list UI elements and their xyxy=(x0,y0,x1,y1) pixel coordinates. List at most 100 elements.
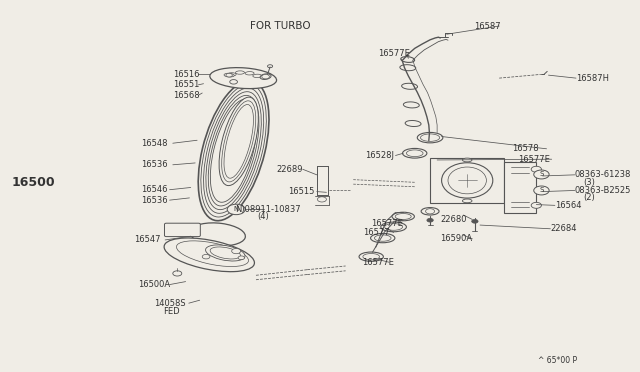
Text: 16515: 16515 xyxy=(288,187,314,196)
Ellipse shape xyxy=(462,158,472,162)
Text: 16577E: 16577E xyxy=(518,155,550,164)
Ellipse shape xyxy=(260,74,271,80)
Circle shape xyxy=(534,170,549,179)
Text: 16578: 16578 xyxy=(512,144,539,153)
FancyBboxPatch shape xyxy=(164,223,200,237)
Text: S: S xyxy=(540,187,543,193)
Ellipse shape xyxy=(406,150,423,157)
Ellipse shape xyxy=(227,73,236,76)
Ellipse shape xyxy=(221,101,256,182)
Circle shape xyxy=(427,218,433,222)
Text: 16568: 16568 xyxy=(173,91,200,100)
Ellipse shape xyxy=(448,167,486,194)
Ellipse shape xyxy=(236,71,244,74)
Text: 16587: 16587 xyxy=(474,22,500,31)
Ellipse shape xyxy=(211,99,257,202)
Ellipse shape xyxy=(210,247,241,259)
Text: (3): (3) xyxy=(584,178,596,187)
Ellipse shape xyxy=(403,148,427,158)
Text: 16577E: 16577E xyxy=(362,258,394,267)
Ellipse shape xyxy=(417,132,443,143)
Text: 16564: 16564 xyxy=(555,201,581,210)
Circle shape xyxy=(227,204,245,215)
Text: (2): (2) xyxy=(584,193,595,202)
Text: 16577E: 16577E xyxy=(371,219,403,228)
Circle shape xyxy=(426,209,435,214)
Text: 16536: 16536 xyxy=(141,196,168,205)
Text: 16547: 16547 xyxy=(134,235,161,244)
Circle shape xyxy=(534,186,549,195)
Ellipse shape xyxy=(371,234,395,243)
Polygon shape xyxy=(504,162,536,213)
Circle shape xyxy=(262,74,269,79)
Text: 22680: 22680 xyxy=(440,215,467,224)
Circle shape xyxy=(472,219,478,223)
Ellipse shape xyxy=(198,81,269,221)
Text: 08363-61238: 08363-61238 xyxy=(575,170,631,179)
Circle shape xyxy=(531,166,541,172)
Ellipse shape xyxy=(219,97,259,186)
Ellipse shape xyxy=(206,92,261,210)
Text: 08363-B2525: 08363-B2525 xyxy=(575,186,631,195)
Ellipse shape xyxy=(201,84,266,217)
Ellipse shape xyxy=(420,134,440,141)
Text: (4): (4) xyxy=(257,212,269,221)
Circle shape xyxy=(226,73,232,77)
Ellipse shape xyxy=(442,163,493,198)
Circle shape xyxy=(317,197,326,202)
Text: 16577: 16577 xyxy=(364,228,390,237)
Ellipse shape xyxy=(204,88,264,213)
Text: 16516: 16516 xyxy=(173,70,199,79)
Ellipse shape xyxy=(208,95,259,206)
Circle shape xyxy=(230,80,237,84)
Ellipse shape xyxy=(363,254,380,260)
Text: 14058S: 14058S xyxy=(154,299,185,308)
Ellipse shape xyxy=(402,83,417,89)
Text: 16546: 16546 xyxy=(141,185,167,194)
Circle shape xyxy=(531,202,541,208)
Ellipse shape xyxy=(190,223,245,246)
Text: N: N xyxy=(234,206,239,212)
Circle shape xyxy=(268,65,273,68)
Ellipse shape xyxy=(224,105,253,178)
Text: 16536: 16536 xyxy=(141,160,168,169)
Polygon shape xyxy=(430,158,504,203)
Text: 16500: 16500 xyxy=(12,176,55,189)
Ellipse shape xyxy=(400,65,416,71)
Circle shape xyxy=(173,271,182,276)
Text: 22689: 22689 xyxy=(276,165,303,174)
Text: 16551: 16551 xyxy=(173,80,199,89)
Ellipse shape xyxy=(210,68,276,89)
Ellipse shape xyxy=(385,224,403,230)
Circle shape xyxy=(238,256,244,260)
Ellipse shape xyxy=(403,102,419,108)
Ellipse shape xyxy=(392,212,415,221)
Text: 16548: 16548 xyxy=(141,139,167,148)
Text: S: S xyxy=(540,171,543,177)
Text: FED: FED xyxy=(163,307,180,316)
Text: 16577E: 16577E xyxy=(378,49,410,58)
Text: 22684: 22684 xyxy=(550,224,577,233)
Text: 16528J: 16528J xyxy=(365,151,394,160)
Ellipse shape xyxy=(401,57,415,62)
Ellipse shape xyxy=(396,214,412,219)
Text: 16500A: 16500A xyxy=(138,280,170,289)
Ellipse shape xyxy=(462,199,472,203)
Ellipse shape xyxy=(177,241,248,267)
Ellipse shape xyxy=(245,71,254,75)
Ellipse shape xyxy=(253,74,262,78)
Text: 16587H: 16587H xyxy=(576,74,609,83)
Ellipse shape xyxy=(421,208,439,215)
Circle shape xyxy=(232,248,241,254)
Text: N)08911-10837: N)08911-10837 xyxy=(236,205,301,214)
Ellipse shape xyxy=(224,73,234,77)
Ellipse shape xyxy=(374,235,391,241)
Text: FOR TURBO: FOR TURBO xyxy=(250,21,310,31)
Ellipse shape xyxy=(381,222,406,232)
Ellipse shape xyxy=(164,238,255,272)
Circle shape xyxy=(202,254,210,259)
Ellipse shape xyxy=(205,245,245,261)
Ellipse shape xyxy=(359,252,383,261)
Text: ^ 65*00 P: ^ 65*00 P xyxy=(538,356,577,365)
Text: 16590A: 16590A xyxy=(440,234,472,243)
